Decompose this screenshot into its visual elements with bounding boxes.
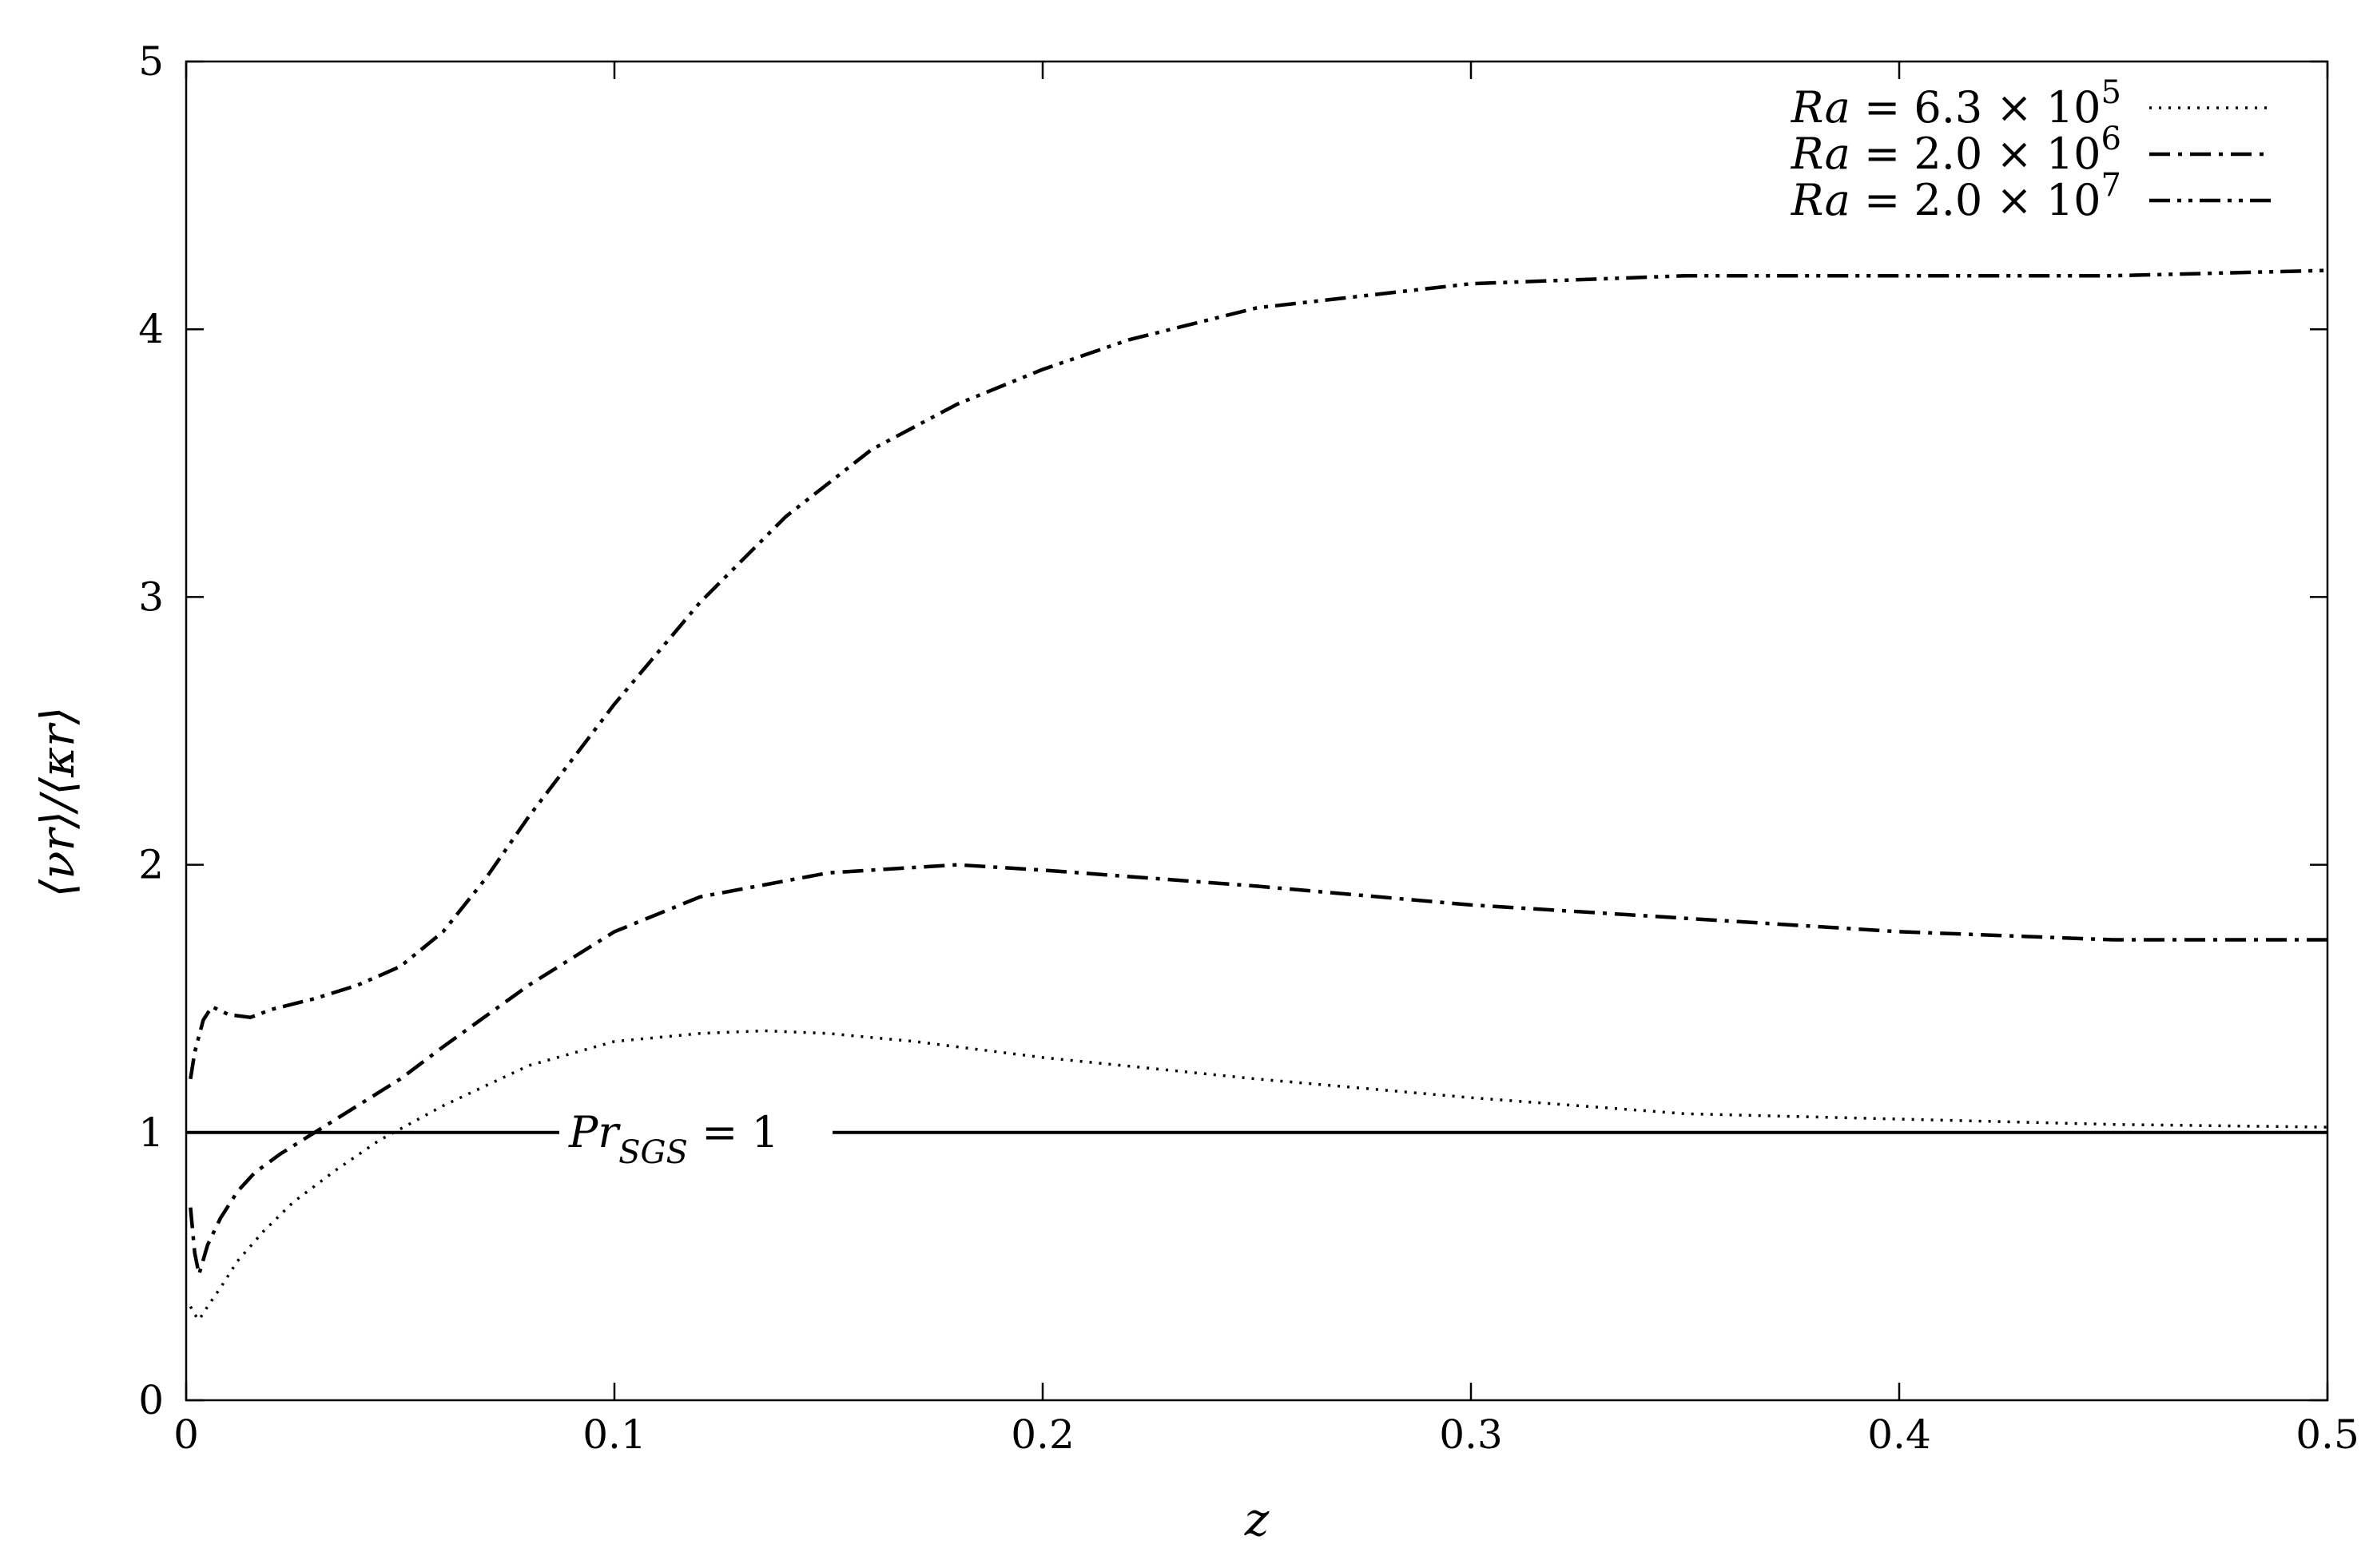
plot-frame <box>185 60 2329 1402</box>
x-tick-label-0: 0 <box>173 1411 199 1458</box>
series-line-0 <box>189 1029 2328 1322</box>
y-tick-label-2: 2 <box>138 842 164 888</box>
y-tick-labels: 0 1 2 3 4 5 <box>138 38 164 1423</box>
y-axis-label: ⟨νr⟩/⟨κr⟩ <box>30 707 85 898</box>
x-tick-label-5: 0.5 <box>2296 1411 2359 1458</box>
y-tick-label-1: 1 <box>138 1110 164 1156</box>
legend-label-0: Ra = 6.3 × 105 <box>1791 74 2121 133</box>
reference-line-group: PrSGS = 1 <box>186 1107 2327 1171</box>
y-tick-label-0: 0 <box>138 1377 164 1423</box>
legend-label-2: Ra = 2.0 × 107 <box>1791 167 2121 225</box>
y-tick-label-5: 5 <box>138 38 164 85</box>
tick-marks <box>185 60 2329 1402</box>
x-tick-label-4: 0.4 <box>1867 1411 1931 1458</box>
x-tick-labels: 0 0.1 0.2 0.3 0.4 0.5 <box>173 1411 2359 1458</box>
legend-label-1: Ra = 2.0 × 106 <box>1791 121 2121 179</box>
y-tick-label-3: 3 <box>138 574 164 620</box>
x-tick-label-3: 0.3 <box>1439 1411 1503 1458</box>
x-tick-label-2: 0.2 <box>1011 1411 1075 1458</box>
series-group <box>189 268 2328 1322</box>
series-line-1 <box>189 863 2327 1276</box>
x-axis-label: z <box>1244 1492 1270 1546</box>
x-tick-label-1: 0.1 <box>582 1411 646 1458</box>
series-line-2 <box>189 268 2328 1080</box>
y-tick-label-4: 4 <box>138 306 164 352</box>
reference-line-label: PrSGS = 1 <box>568 1107 779 1171</box>
